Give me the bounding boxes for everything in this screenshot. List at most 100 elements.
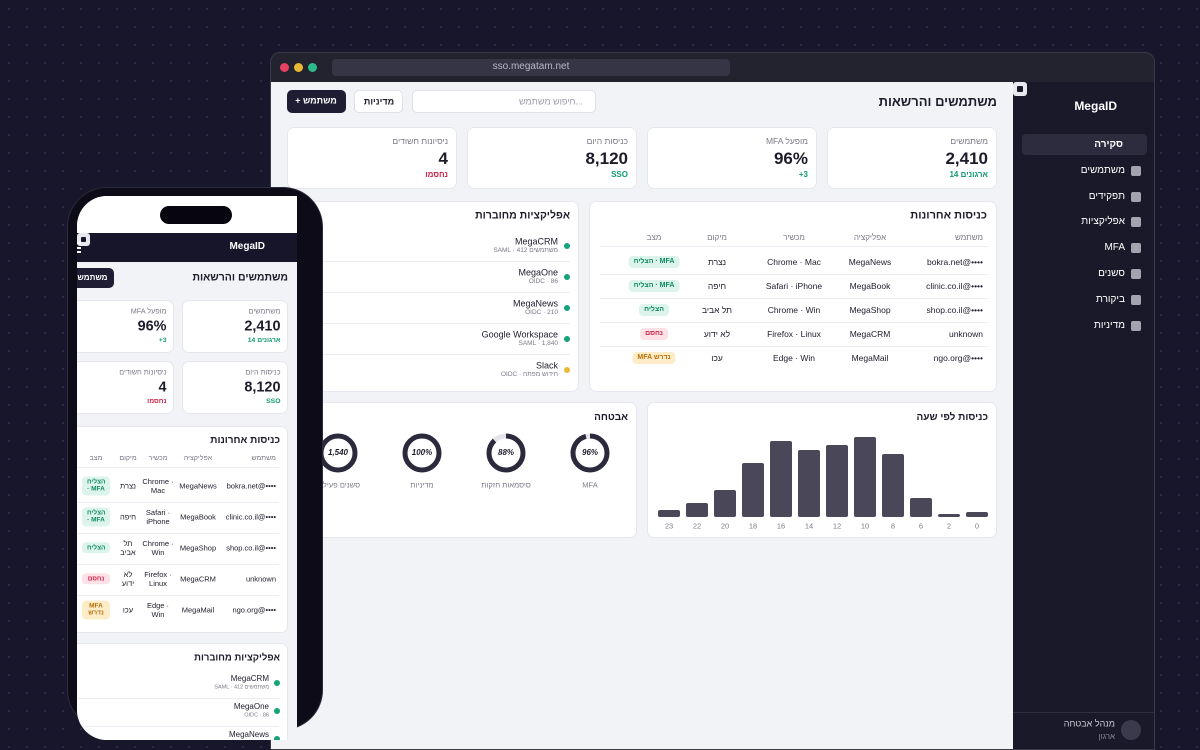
row-sep (298, 261, 570, 262)
user-cell: clinic.co.il@•••• (926, 280, 983, 291)
nav-item[interactable] (1022, 316, 1147, 336)
policy-button[interactable]: מדיניות (354, 90, 403, 113)
card-title: אבטחה (594, 412, 628, 423)
cell: MegaNews (179, 481, 217, 491)
status-dot (274, 680, 280, 686)
stat-label: ניסיונות חשודים (392, 135, 448, 146)
user-role: ארגון (1098, 732, 1115, 742)
nav-icon (1131, 243, 1141, 254)
app-meta: OIDC · חידוש מפתח (500, 371, 558, 379)
logins-card: כניסות אחרונות משתמש אפליקציה מכשיר מיקום מצב… (589, 201, 997, 392)
user-cell: bokra.net@•••• (927, 256, 983, 267)
nav-icon (1131, 217, 1141, 228)
status-dot (274, 708, 280, 714)
header-sep (78, 467, 279, 468)
donut-value: 96% (581, 448, 599, 458)
donut-arc (486, 433, 526, 473)
x-tick-label: 23 (664, 521, 674, 531)
status-dot (564, 336, 570, 342)
logins-card: כניסות אחרונות משתמש אפליקציה מכשיר מיקום מצב… (77, 426, 288, 633)
status-badge: MFA נדרש (632, 351, 676, 365)
stat-card: MFA מופעל 96% +3 (647, 127, 817, 189)
url-bar[interactable]: sso.megatam.net (332, 59, 730, 76)
nav-label: סקירה (1094, 139, 1123, 150)
row-sep (298, 354, 570, 355)
stat-value: 2,410 (244, 318, 281, 335)
menu-icon-mid (77, 247, 81, 249)
search[interactable]: חיפוש משתמש... (412, 90, 596, 113)
donut-value: 1,540 (327, 448, 349, 458)
user-cell: unknown (245, 574, 276, 584)
bar (714, 490, 736, 517)
nav-label: תפקידים (1088, 190, 1125, 202)
status-badge: נחסם (82, 573, 110, 585)
app-name: Slack (535, 360, 558, 371)
avatar (1121, 720, 1141, 740)
add-label: + משתמש (77, 273, 108, 283)
min-dot[interactable] (294, 63, 303, 72)
status-badge: הצליח (639, 303, 669, 317)
column-header: אפליקציה (183, 454, 213, 462)
nav-active (1022, 134, 1147, 155)
row-sep (600, 274, 988, 275)
cell: MegaMail (181, 605, 215, 615)
nav-item[interactable] (1022, 135, 1147, 155)
user-cell: ngo.org@•••• (232, 605, 276, 615)
card-title: כניסות אחרונות (910, 209, 987, 222)
row-sep (298, 323, 570, 324)
close-dot[interactable] (280, 63, 289, 72)
menu-icon[interactable] (77, 242, 81, 253)
nav-item[interactable] (1022, 187, 1147, 207)
nav-item[interactable] (1022, 290, 1147, 310)
x-tick-label: 14 (804, 521, 814, 531)
donut-label: סיסמאות חזקות (481, 480, 531, 490)
status-dot (564, 274, 570, 280)
cell: תל אביב (701, 304, 733, 315)
stat-note: SSO (611, 170, 628, 180)
add-button[interactable]: + משתמש (77, 268, 114, 288)
nav-item[interactable] (1022, 238, 1147, 258)
row-sep (78, 563, 279, 565)
donut-arc (402, 433, 442, 473)
stat-value: 2,410 (945, 148, 988, 168)
cell: MegaShop (849, 304, 891, 315)
add-button[interactable]: + משתמש (287, 90, 346, 113)
nav-icon (1131, 269, 1141, 279)
cell: עכו (122, 605, 134, 615)
card-title: אפליקציות מחוברות (194, 652, 280, 664)
nav-icon (1131, 320, 1141, 331)
search-placeholder: חיפוש משתמש... (518, 96, 583, 107)
user-cell: ngo.org@•••• (933, 352, 983, 363)
chart (658, 437, 988, 517)
status-badge: הצליח (82, 542, 110, 554)
stat-label: משתמשים (950, 135, 988, 146)
cell: MegaCRM (180, 574, 216, 584)
stat-note: נחסמו (425, 170, 448, 180)
cell: Chrome · Mac (767, 256, 821, 267)
cell: MegaCRM (849, 328, 891, 339)
stat-note: 14 ארגונים (949, 170, 988, 180)
user-cell: bokra.net@•••• (226, 481, 276, 491)
bar (882, 454, 904, 517)
bar (798, 450, 820, 517)
column-header: מצב (89, 454, 103, 462)
cell: MegaBook (849, 280, 891, 291)
add-label: + משתמש (295, 95, 337, 106)
x-tick-label: 8 (890, 521, 896, 531)
stat-card: ניסיונות חשודים 4 נחסמו (77, 361, 174, 414)
column-header: משתמש (251, 454, 276, 462)
browser-window: sso.megatam.net משתמשים והרשאות חיפוש משת… (270, 52, 1155, 750)
row-sep (600, 322, 988, 323)
x-tick-label: 6 (918, 521, 924, 531)
stat-value: 96% (773, 148, 808, 168)
nav-icon (1131, 191, 1141, 202)
apps-card: אפליקציות מחוברות MegaCRM SAML · 412 משתמש… (287, 201, 579, 392)
cell: MegaMail (851, 352, 889, 363)
status-badge: הצליח · MFA (628, 255, 680, 269)
app-name: MegaCRM (230, 674, 269, 684)
row-sep (78, 594, 279, 596)
max-dot[interactable] (308, 63, 317, 72)
header-sep (600, 246, 988, 247)
nav-item[interactable] (1022, 264, 1147, 284)
cell: נצרת (120, 481, 136, 491)
